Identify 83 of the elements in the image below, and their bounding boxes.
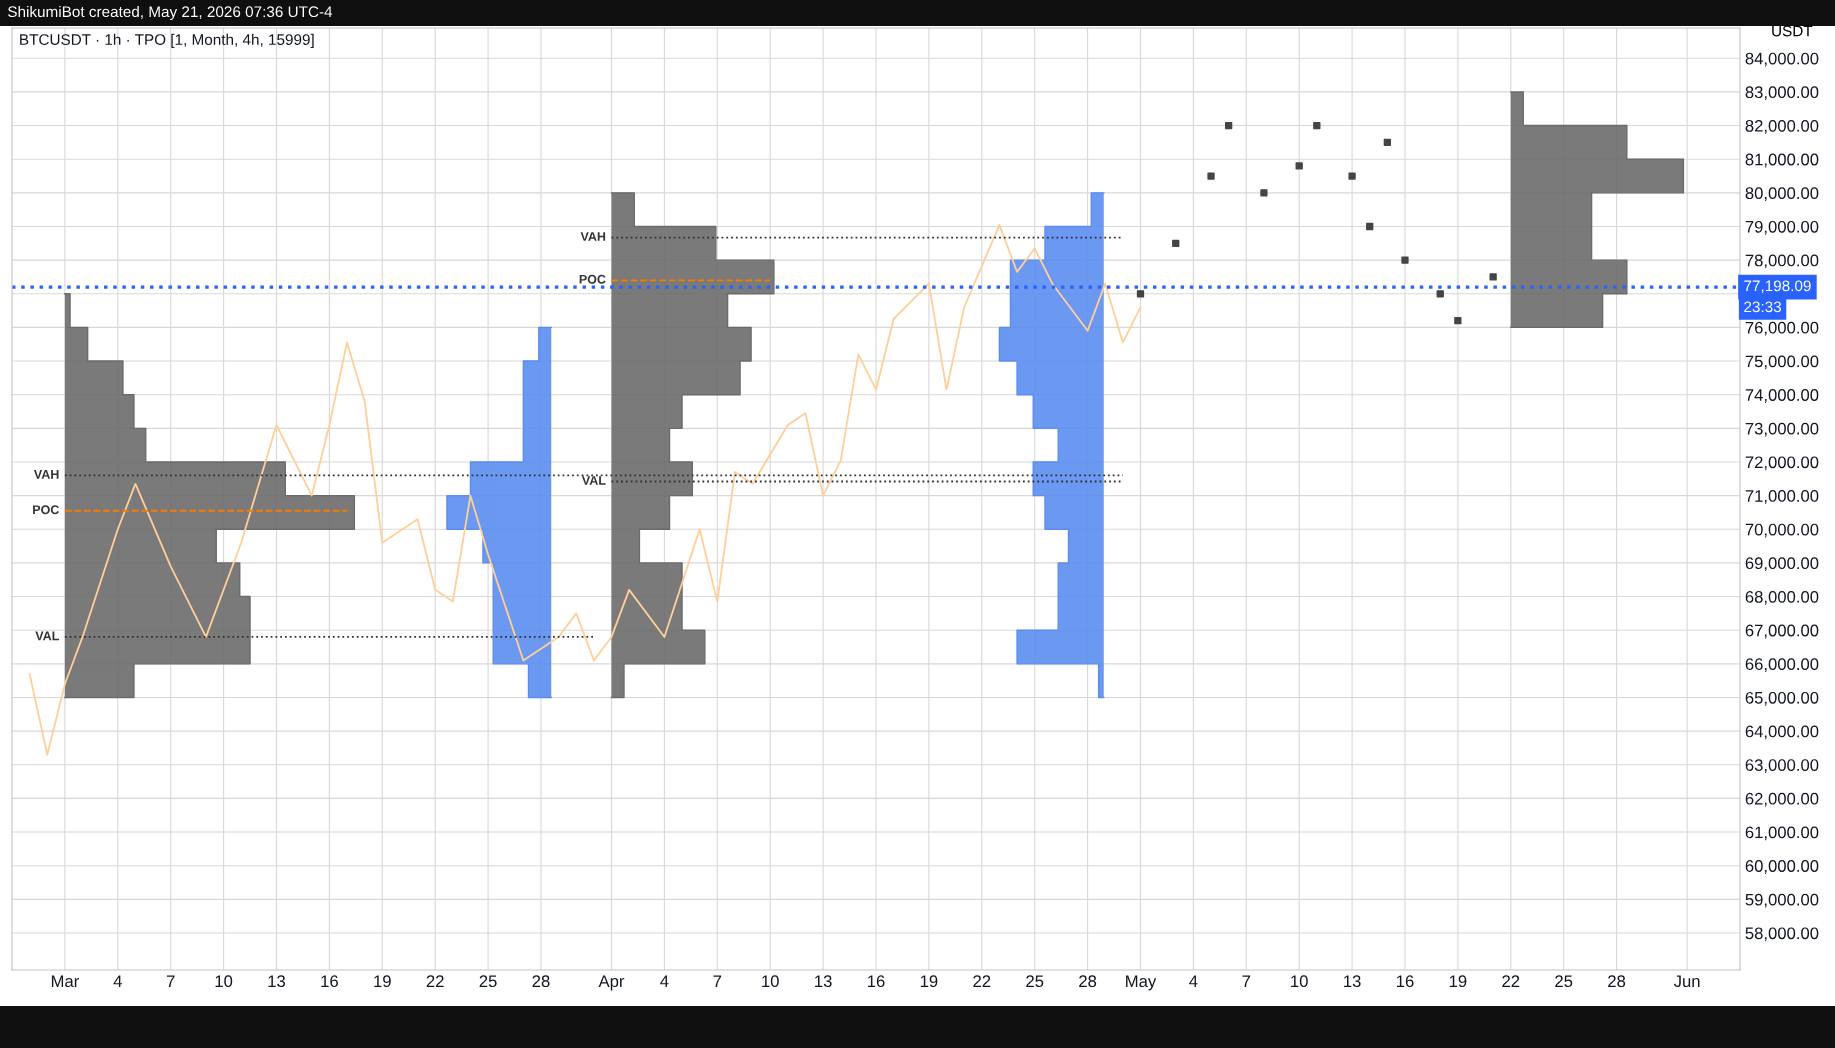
x-tick-label: 25 <box>479 975 497 988</box>
y-tick-label: 83,000.00 <box>1745 86 1819 101</box>
point <box>1401 256 1409 264</box>
point <box>1313 121 1321 130</box>
x-tick-label: 25 <box>1555 975 1573 988</box>
y-tick-label: 68,000.00 <box>1745 590 1819 605</box>
x-tick-label: 22 <box>1502 975 1520 987</box>
x-tick-label: 4 <box>1189 975 1198 987</box>
y-tick-label: 70,000.00 <box>1745 523 1819 538</box>
y-tick-label: 63,000.00 <box>1745 759 1819 773</box>
y-tick-label: 73,000.00 <box>1745 422 1819 437</box>
y-tick-label: 74,000.00 <box>1745 389 1819 403</box>
point <box>1136 290 1145 298</box>
x-tick-label: 19 <box>1449 975 1467 988</box>
y-tick-label: 72,000.00 <box>1745 456 1819 471</box>
x-tick-label: 28 <box>532 975 550 988</box>
annotation: VAH <box>580 232 606 241</box>
x-tick-label: 13 <box>1344 975 1361 988</box>
x-tick-label: 22 <box>973 975 991 987</box>
y-axis-title: USDT <box>1772 25 1813 37</box>
line-series <box>28 223 1142 756</box>
y-tick-label: 76,000.00 <box>1745 321 1819 336</box>
point <box>1225 121 1233 130</box>
x-tick-label: Mar <box>51 975 79 988</box>
annotation: POC <box>33 505 59 515</box>
annotation: VAL <box>581 476 606 485</box>
x-tick-label: 7 <box>713 975 722 987</box>
y-tick-label: 71,000.00 <box>1745 490 1819 504</box>
y-tick-label: 79,000.00 <box>1745 220 1819 235</box>
x-tick-label: Apr <box>598 975 625 991</box>
x-tick-label: 13 <box>815 975 832 988</box>
x-tick-label: Jun <box>1673 975 1700 988</box>
y-tick-label: 64,000.00 <box>1745 725 1819 740</box>
point <box>1348 172 1356 180</box>
point <box>1366 222 1374 231</box>
point <box>1295 162 1303 170</box>
annotation: POC <box>579 274 606 284</box>
y-tick-label: 80,000.00 <box>1745 187 1819 202</box>
text: 23:33 <box>1744 301 1782 313</box>
x-tick-label: 19 <box>920 975 938 988</box>
x-tick-label: 28 <box>1079 975 1097 988</box>
x-tick-label: 10 <box>1291 975 1308 988</box>
x-tick-label: May <box>1126 975 1157 991</box>
x-tick-label: 19 <box>374 975 391 988</box>
annotation: VAH <box>33 470 59 479</box>
x-tick-label: 22 <box>426 975 444 987</box>
y-tick-label: 75,000.00 <box>1745 355 1819 370</box>
chart-title: BTCUSDT · 1h · TPO [1, Month, 4h, 15999] <box>20 33 314 49</box>
point <box>1207 172 1215 180</box>
y-tick-label: 60,000.00 <box>1745 860 1819 874</box>
point <box>1383 138 1391 147</box>
point <box>1454 317 1462 325</box>
point <box>1260 189 1268 197</box>
x-tick-label: 10 <box>762 975 779 988</box>
point <box>1172 239 1180 247</box>
x-tick-label: 10 <box>215 975 233 988</box>
x-tick-label: 16 <box>1396 975 1414 988</box>
point <box>1489 273 1497 281</box>
y-tick-label: 84,000.00 <box>1745 52 1819 67</box>
x-tick-label: 7 <box>1242 975 1251 987</box>
y-tick-label: 65,000.00 <box>1745 691 1819 706</box>
x-tick-label: 13 <box>268 975 286 988</box>
y-tick-label: 61,000.00 <box>1745 826 1819 841</box>
x-tick-label: 28 <box>1608 975 1626 988</box>
y-tick-label: 81,000.00 <box>1745 153 1819 168</box>
ref-line-label: 77,198.09 <box>1744 280 1811 294</box>
x-tick-label: 25 <box>1026 975 1044 988</box>
annotation: VAL <box>35 631 59 641</box>
y-tick-label: 69,000.00 <box>1745 557 1819 572</box>
y-tick-label: 67,000.00 <box>1745 624 1819 639</box>
x-tick-label: 4 <box>113 975 122 987</box>
point <box>1436 290 1444 298</box>
y-tick-label: 62,000.00 <box>1745 792 1819 807</box>
x-tick-label: 4 <box>660 975 669 987</box>
y-tick-label: 78,000.00 <box>1745 254 1819 269</box>
y-tick-label: 58,000.00 <box>1745 927 1819 942</box>
y-tick-label: 82,000.00 <box>1745 119 1819 134</box>
x-tick-label: 7 <box>166 975 175 987</box>
x-tick-label: 16 <box>321 975 338 988</box>
y-tick-label: 66,000.00 <box>1745 658 1819 673</box>
y-tick-label: 59,000.00 <box>1745 893 1819 908</box>
x-tick-label: 16 <box>868 975 885 988</box>
text: ShikumiBot created, May 21, 2026 07:36 UTC-4 <box>8 5 333 21</box>
